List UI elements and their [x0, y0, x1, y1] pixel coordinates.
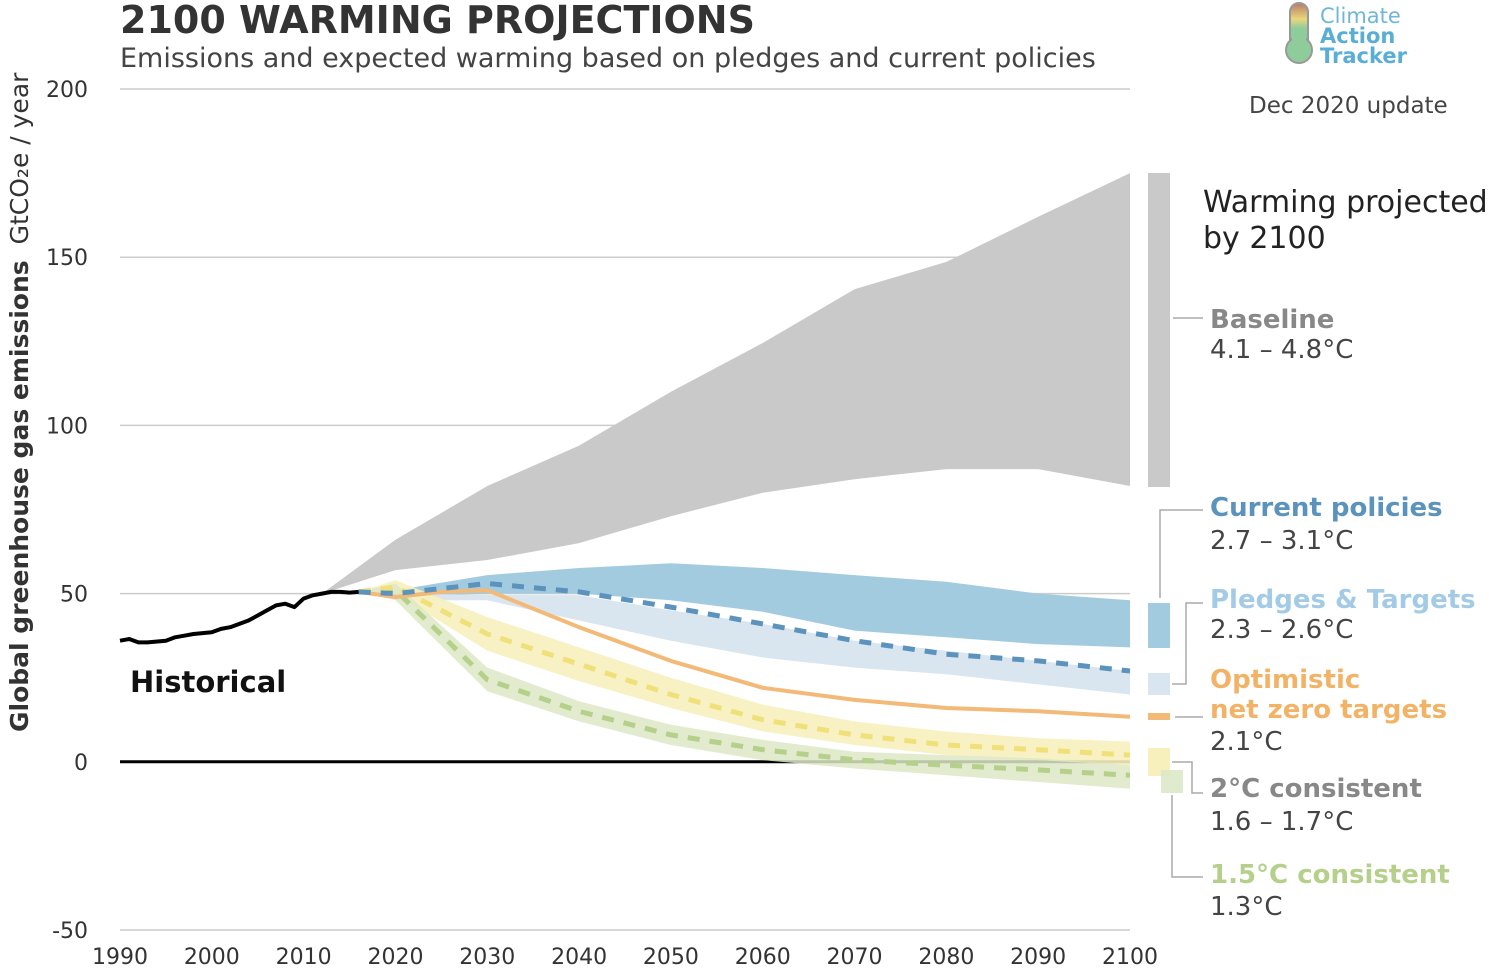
1-5c-band — [358, 583, 1130, 789]
baseline-range-bar — [1148, 173, 1170, 487]
x-tick-label: 1990 — [92, 945, 148, 970]
y-tick-label: 100 — [46, 414, 88, 439]
current-policies-connector — [1159, 509, 1203, 598]
legend-current-policies-name: Current policies — [1210, 493, 1443, 523]
x-tick-label: 2100 — [1102, 945, 1158, 970]
x-tick-label: 2040 — [551, 945, 607, 970]
baseline-band — [322, 173, 1130, 594]
current-policies-band — [358, 563, 1130, 648]
x-tick-label: 2070 — [827, 945, 883, 970]
warming-legend: Warming projected by 2100 Baseline 4.1 – … — [1148, 173, 1488, 922]
x-tick-label: 2060 — [735, 945, 791, 970]
pledges-connector — [1172, 602, 1203, 685]
update-label: Dec 2020 update — [1249, 93, 1448, 119]
y-tick-label: 200 — [46, 78, 88, 103]
y-tick-label: 150 — [46, 246, 88, 271]
optimistic-line — [358, 588, 1131, 719]
x-tick-label: 2010 — [276, 945, 332, 970]
legend-optimistic-name: Optimistic net zero targets — [1210, 665, 1447, 725]
1-5c-median-line — [358, 587, 1131, 778]
legend-baseline-name: Baseline — [1210, 305, 1334, 335]
legend-1-5c-name: 1.5°C consistent — [1210, 860, 1450, 890]
legend-current-policies-warming: 2.7 – 3.1°C — [1210, 526, 1353, 556]
pledges-band — [395, 593, 1130, 695]
y-tick-label: -50 — [52, 919, 88, 944]
historical-line — [119, 589, 359, 645]
2c-connector — [1172, 761, 1203, 794]
legend-pledges-warming: 2.3 – 2.6°C — [1210, 615, 1353, 645]
svg-text:Climate: Climate — [1320, 4, 1401, 28]
legend-optimistic-warming: 2.1°C — [1210, 727, 1283, 757]
y-axis-label-bold: Global greenhouse gas emissions — [5, 260, 34, 732]
legend-1-5c-warming: 1.3°C — [1210, 892, 1283, 922]
legend-heading: Warming projected by 2100 — [1203, 185, 1488, 256]
x-tick-label: 2080 — [918, 945, 974, 970]
current-policies-median-line — [358, 581, 1131, 674]
2c-median-line — [358, 584, 1131, 758]
chart-subtitle: Emissions and expected warming based on … — [120, 43, 1096, 74]
optimistic-range-bar — [1148, 713, 1170, 720]
legend-pledges-name: Pledges & Targets — [1210, 585, 1476, 615]
historical-annotation: Historical — [130, 665, 286, 699]
y-axis-label: Global greenhouse gas emissions GtCO₂e /… — [5, 72, 34, 732]
legend-baseline-warming: 4.1 – 4.8°C — [1210, 335, 1353, 365]
x-tick-label: 2030 — [459, 945, 515, 970]
y-axis-label-unit: GtCO₂e / year — [5, 72, 34, 245]
legend-2c-name: 2°C consistent — [1210, 774, 1422, 804]
pledges-range-bar — [1148, 673, 1170, 695]
x-tick-label: 2090 — [1010, 945, 1066, 970]
x-tick-label: 2050 — [643, 945, 699, 970]
chart-title: 2100 WARMING PROJECTIONS — [120, 0, 755, 42]
climate-action-tracker-logo: Climate Action Tracker — [1285, 2, 1408, 68]
legend-2c-warming: 1.6 – 1.7°C — [1210, 807, 1353, 837]
1-5c-range-bar — [1161, 770, 1183, 793]
1-5c-connector — [1171, 795, 1203, 878]
x-tick-label: 2000 — [184, 945, 240, 970]
current-policies-range-bar — [1148, 603, 1170, 648]
y-tick-label: 50 — [60, 583, 88, 608]
2c-range-bar — [1148, 748, 1170, 776]
svg-text:Tracker: Tracker — [1320, 44, 1408, 68]
svg-text:Action: Action — [1320, 24, 1395, 48]
scenario-bands — [322, 173, 1130, 789]
scenario-lines — [119, 581, 1131, 778]
thermometer-icon — [1285, 2, 1313, 64]
y-tick-label: 0 — [74, 751, 88, 776]
x-tick-label: 2020 — [367, 945, 423, 970]
2c-band — [358, 580, 1130, 766]
